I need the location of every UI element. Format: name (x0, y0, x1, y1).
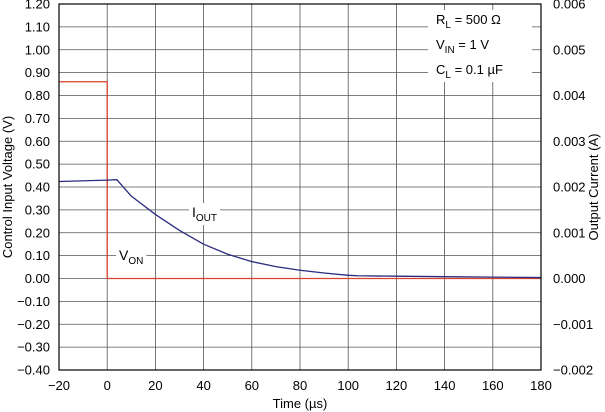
x-tick-label: 0 (104, 378, 111, 393)
y-left-tick-label: 0.90 (25, 65, 50, 80)
y-right-tick-label: 0.000 (553, 271, 586, 286)
x-tick-label: 40 (196, 378, 210, 393)
legend-rl-sub: L (445, 20, 451, 31)
y-left-tick-label: 0.80 (25, 88, 50, 103)
von-series-label-group: VON (116, 246, 147, 268)
y-left-tick-label: 0.10 (25, 248, 50, 263)
legend: RL = 500 Ω VIN = 1 V CL = 0.1 µF (428, 10, 532, 82)
y-right-tick-label: 0.004 (553, 88, 586, 103)
x-tick-label: 140 (434, 378, 456, 393)
x-tick-label: 180 (530, 378, 552, 393)
iout-label-background (189, 203, 220, 225)
y-left-tick-label: 0.30 (25, 202, 50, 217)
legend-cl: CL = 0.1 µF (436, 62, 503, 81)
legend-cl-rest: = 0.1 µF (451, 62, 503, 77)
y-right-tick-label: 0.001 (553, 225, 586, 240)
x-tick-label: 20 (148, 378, 162, 393)
y-left-tick-label: −0.10 (17, 294, 50, 309)
y-right-tick-label: −0.002 (553, 363, 593, 378)
series-iout-line (58, 179, 542, 279)
y-left-tick-label: 0.60 (25, 134, 50, 149)
plot-frame (58, 3, 542, 371)
y-right-tick-label: 0.006 (553, 0, 586, 12)
y-right-tick-label: 0.005 (553, 42, 586, 57)
iout-label-main: I (192, 204, 196, 220)
legend-vin-main: V (436, 37, 445, 52)
y-left-tick-label: 0.40 (25, 180, 50, 195)
y-left-tick-label: −0.20 (17, 317, 50, 332)
x-axis-label: Time (µs) (273, 396, 328, 411)
x-tick-label: 160 (482, 378, 504, 393)
y-left-tick-label: 0.00 (25, 271, 50, 286)
y-right-tick-label: −0.001 (553, 317, 593, 332)
von-label-background (116, 246, 147, 268)
y-left-tick-labels: 1.20 1.10 1.00 0.90 0.80 0.70 0.60 0.50 0.40 0.30… (17, 0, 50, 378)
legend-rl: RL = 500 Ω (436, 12, 501, 31)
y-left-tick-label: 1.00 (25, 42, 50, 57)
x-tick-label: 120 (386, 378, 408, 393)
y-left-tick-label: 1.10 (25, 19, 50, 34)
x-tick-labels: −20 0 20 40 60 80 100 120 140 160 180 (48, 378, 552, 393)
y-left-tick-label: 0.70 (25, 111, 50, 126)
legend-cl-sub: L (445, 70, 451, 81)
y-left-tick-label: 0.20 (25, 225, 50, 240)
y-left-tick-label: −0.40 (17, 363, 50, 378)
legend-background (428, 10, 532, 82)
y-left-tick-label: 0.50 (25, 157, 50, 172)
y-right-tick-labels: 0.006 0.005 0.004 0.003 0.002 0.001 0.000 −0.00… (553, 0, 593, 378)
y-left-axis-label: Control Input Voltage (V) (0, 116, 15, 258)
von-series-label: VON (119, 247, 143, 267)
y-left-tick-label: 1.20 (25, 0, 50, 12)
y-right-tick-label: 0.003 (553, 134, 586, 149)
x-tick-label: −20 (48, 378, 70, 393)
legend-rl-main: R (436, 12, 445, 27)
y-right-tick-label: 0.002 (553, 180, 586, 195)
legend-cl-main: C (436, 62, 445, 77)
iout-series-label: IOUT (192, 204, 217, 224)
legend-rl-rest: = 500 Ω (451, 12, 501, 27)
legend-vin: VIN = 1 V (436, 37, 489, 56)
y-left-tick-label: −0.30 (17, 340, 50, 355)
legend-vin-sub: IN (445, 45, 455, 56)
x-tick-label: 100 (337, 378, 359, 393)
x-tick-label: 60 (245, 378, 259, 393)
iout-label-sub: OUT (196, 213, 217, 224)
y-right-axis-label: Output Current (A) (586, 134, 601, 241)
x-tick-label: 80 (293, 378, 307, 393)
iout-series-label-group: IOUT (189, 203, 220, 225)
von-label-main: V (119, 247, 129, 263)
von-label-sub: ON (128, 256, 143, 267)
series-layer (58, 81, 542, 280)
legend-vin-rest: = 1 V (455, 37, 490, 52)
